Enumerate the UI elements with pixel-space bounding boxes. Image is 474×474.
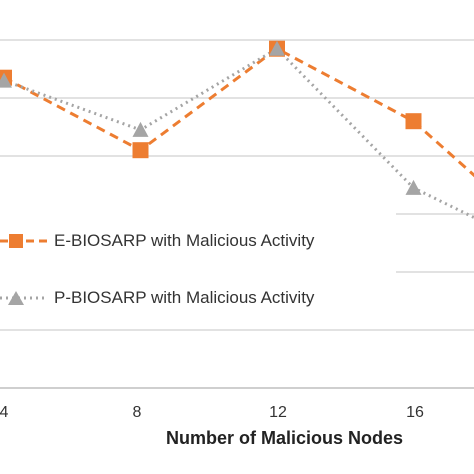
data-point-p-biosarp — [405, 179, 422, 195]
x-tick-label: 4 — [0, 404, 9, 421]
gridlines — [0, 39, 474, 389]
data-point-p-biosarp — [269, 40, 285, 56]
legend-label-p-biosarp: P-BIOSARP with Malicious Activity — [54, 288, 315, 307]
x-tick-label: 16 — [406, 404, 424, 421]
legend-swatch-e-biosarp — [0, 234, 48, 248]
data-point-p-biosarp — [0, 72, 12, 88]
series-line-e-biosarp — [3, 46, 474, 178]
series-markers — [0, 40, 422, 195]
series-line-p-biosarp — [3, 46, 474, 220]
x-tick-label: 12 — [269, 404, 287, 421]
data-point-e-biosarp — [405, 113, 422, 130]
x-tick-label: 8 — [132, 404, 142, 421]
data-point-e-biosarp — [132, 142, 149, 159]
legend-item-e-biosarp: E-BIOSARP with Malicious Activity — [0, 226, 314, 256]
legend-item-p-biosarp: P-BIOSARP with Malicious Activity — [0, 283, 314, 313]
data-point-p-biosarp — [132, 121, 149, 137]
legend: E-BIOSARP with Malicious Activity P-BIOS… — [0, 207, 396, 323]
legend-swatch-p-biosarp — [0, 291, 48, 305]
legend-label-e-biosarp: E-BIOSARP with Malicious Activity — [54, 231, 315, 250]
x-axis-label: Number of Malicious Nodes — [166, 428, 404, 448]
series-lines — [3, 46, 474, 220]
